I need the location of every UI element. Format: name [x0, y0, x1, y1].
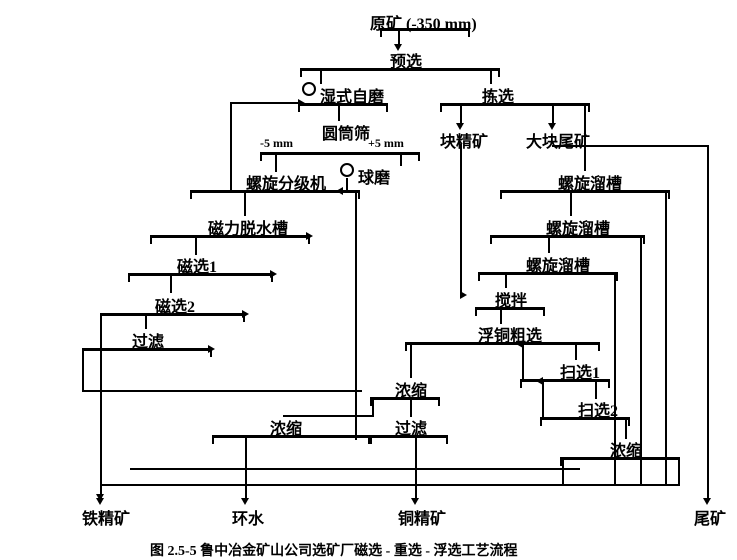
output-iron-conc: 铁精矿: [82, 505, 130, 529]
label-plus5: +5 mm: [368, 136, 404, 151]
node-ball-mill: 球磨: [358, 164, 390, 188]
output-tailings: 尾矿: [694, 505, 726, 529]
output-recycle-water: 环水: [232, 505, 264, 529]
figure-caption: 图 2.5-5 鲁中冶金矿山公司选矿厂磁选 - 重选 - 浮选工艺流程: [150, 540, 518, 560]
node-drum-screen: 圆筒筛: [322, 120, 370, 144]
circle-wet-autog: [302, 82, 316, 96]
output-cu-conc: 铜精矿: [398, 505, 446, 529]
node-coarse-tail: 大块尾矿: [526, 128, 590, 152]
circle-ball-mill: [340, 163, 354, 177]
node-lump-conc: 块精矿: [440, 128, 488, 152]
flowchart-canvas: 原矿 (-350 mm) 预选 湿式自磨 拣选 圆筒筛 -5 mm +5 mm …: [0, 0, 737, 558]
label-minus5: -5 mm: [260, 136, 293, 151]
